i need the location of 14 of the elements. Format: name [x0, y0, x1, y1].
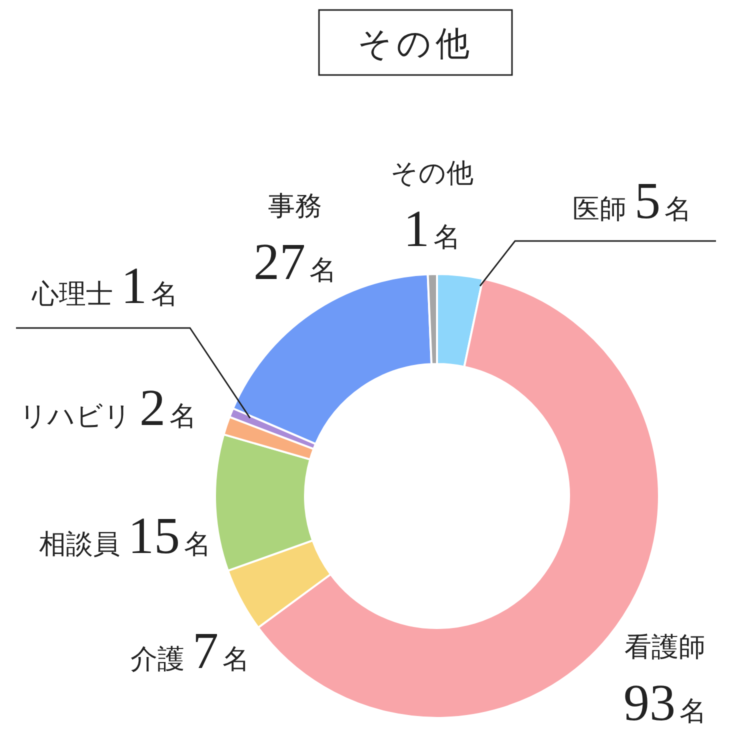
slice-label: その他 [390, 158, 474, 188]
data-label: 27名 [254, 234, 336, 291]
slice-label: 介護 [130, 644, 184, 674]
slice-label: 医師 [572, 194, 626, 224]
data-label: 15名 [128, 508, 211, 565]
slice-label: リハビリ [20, 401, 132, 431]
slice-label: 心理士 [31, 279, 113, 309]
data-label: 5名 [634, 173, 692, 230]
slice-label: 事務 [268, 191, 322, 221]
data-label: 7名 [192, 623, 250, 680]
data-label: 93名 [624, 675, 706, 732]
slice-label: 看護師 [624, 632, 706, 662]
slice-label: 相談員 [39, 529, 120, 559]
chart-title: その他 [358, 26, 474, 63]
